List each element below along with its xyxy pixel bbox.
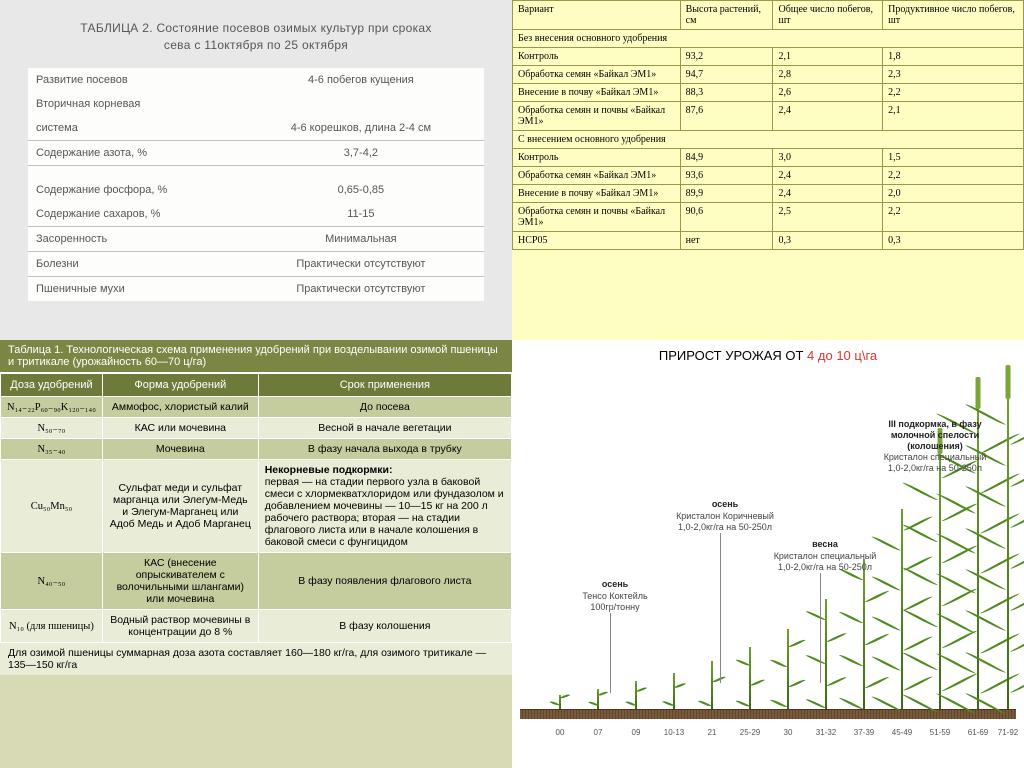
growth-chart-title: ПРИРОСТ УРОЖАЯ ОТ 4 до 10 ц\га [520, 348, 1016, 363]
section-row: С внесением основного удобрения [513, 131, 1024, 149]
scheme-row: N₁₀ (для пшеницы)Водный раствор мочевины… [1, 610, 512, 643]
scheme-caption: Таблица 1. Технологическая схема примене… [0, 340, 512, 373]
data-row: Контроль93,22,11,8 [513, 48, 1024, 66]
stage-label: 30 [769, 728, 807, 737]
table2-row: система4-6 корешков, длина 2-4 см [28, 116, 484, 141]
table2-row: Содержание сахаров, %11-15 [28, 202, 484, 227]
soil-line [520, 709, 1016, 719]
table2-row: Содержание азота, %3,7-4,2 [28, 140, 484, 165]
yellow-table-panel: ВариантВысота растений, смОбщее число по… [512, 0, 1024, 340]
data-row: Внесение в почву «Байкал ЭМ1»88,32,62,2 [513, 84, 1024, 102]
stage-label: 00 [541, 728, 579, 737]
callout: веснаКристалон специальный 1,0-2,0кг/га … [765, 539, 885, 572]
table2-title: ТАБЛИЦА 2. Состояние посевов озимых куль… [28, 20, 484, 54]
growth-stage [854, 559, 874, 709]
table2-row: Пшеничные мухиПрактически отсутствуют [28, 276, 484, 301]
stage-label: 10-13 [655, 728, 693, 737]
growth-chart-panel: ПРИРОСТ УРОЖАЯ ОТ 4 до 10 ц\га 00070910-… [512, 340, 1024, 768]
section-row: Без внесения основного удобрения [513, 30, 1024, 48]
data-row: Контроль84,93,01,5 [513, 149, 1024, 167]
scheme-row: Cu₅₀Mn₅₀Сульфат меди и сульфат марганца … [1, 460, 512, 553]
growth-stage [664, 673, 684, 709]
growth-stage [930, 454, 950, 709]
table2-row: Содержание фосфора, %0,65-0,85 [28, 178, 484, 202]
stage-label: 09 [617, 728, 655, 737]
growth-stage [626, 681, 646, 709]
data-row: Обработка семян «Байкал ЭМ1»93,62,42,2 [513, 167, 1024, 185]
growth-stage [740, 647, 760, 709]
stage-label: 45-49 [883, 728, 921, 737]
stage-label: 07 [579, 728, 617, 737]
scheme-table: Доза удобренийФорма удобренийСрок примен… [0, 373, 512, 643]
scheme-row: N₃₅₋₄₀МочевинаВ фазу начала выхода в тру… [1, 439, 512, 460]
stage-label: 25-29 [731, 728, 769, 737]
scheme-row: N₁₄₋₂₂P₆₀₋₉₀K₁₂₀₋₁₄₀Аммофос, хлористый к… [1, 397, 512, 418]
table2-row: БолезниПрактически отсутствуют [28, 251, 484, 276]
stage-label: 71-92 [989, 728, 1024, 737]
growth-stage [702, 661, 722, 709]
callout: осеньТенсо Коктейль 100гр/тонну [555, 579, 675, 612]
growth-stage [816, 599, 836, 709]
growth-stage [550, 695, 570, 709]
growth-stage [778, 629, 798, 709]
data-row: Обработка семян «Байкал ЭМ1»94,72,82,3 [513, 66, 1024, 84]
table2-panel: ТАБЛИЦА 2. Состояние посевов озимых куль… [0, 0, 512, 340]
growth-stage [998, 399, 1018, 709]
data-row: Обработка семян и почвы «Байкал ЭМ1»87,6… [513, 102, 1024, 131]
yellow-table: ВариантВысота растений, смОбщее число по… [512, 0, 1024, 250]
table2-row [28, 165, 484, 178]
stage-label: 37-39 [845, 728, 883, 737]
table2: Развитие посевов4-6 побегов кущенияВтори… [28, 68, 484, 301]
table2-row: Вторичная корневая [28, 92, 484, 116]
data-row: Внесение в почву «Байкал ЭМ1»89,92,42,0 [513, 185, 1024, 203]
stage-label: 51-59 [921, 728, 959, 737]
table2-row: ЗасоренностьМинимальная [28, 226, 484, 251]
stage-label: 31-32 [807, 728, 845, 737]
growth-chart: 00070910-132125-293031-3237-3945-4951-59… [520, 369, 1016, 749]
scheme-panel: Таблица 1. Технологическая схема примене… [0, 340, 512, 768]
callout: осеньКристалон Коричневый 1,0-2,0кг/га н… [665, 499, 785, 532]
stage-label: 21 [693, 728, 731, 737]
data-row: НСР05нет0,30,3 [513, 232, 1024, 250]
data-row: Обработка семян и почвы «Байкал ЭМ1»90,6… [513, 203, 1024, 232]
table2-row: Развитие посевов4-6 побегов кущения [28, 68, 484, 92]
scheme-row: N₅₀₋₇₀КАС или мочевинаВесной в начале ве… [1, 418, 512, 439]
scheme-footnote: Для озимой пшеницы суммарная доза азота … [0, 643, 512, 675]
growth-stage [588, 689, 608, 709]
scheme-row: N₄₀₋₅₀КАС (внесение опрыскивателем с вол… [1, 553, 512, 610]
callout: III подкормка, в фазу молочной спелости … [875, 419, 995, 474]
